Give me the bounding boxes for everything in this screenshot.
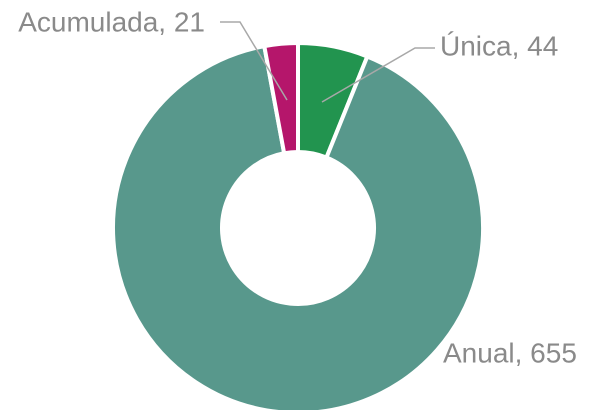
slice-label: Única, 44 — [440, 30, 558, 61]
leader-line — [220, 21, 288, 101]
leader-line — [321, 47, 435, 103]
donut-slice — [111, 43, 485, 410]
donut-slice — [261, 40, 300, 156]
slice-label: Acumulada, 21 — [18, 6, 205, 37]
slice-label: Anual, 655 — [443, 337, 577, 368]
slices — [111, 40, 485, 410]
